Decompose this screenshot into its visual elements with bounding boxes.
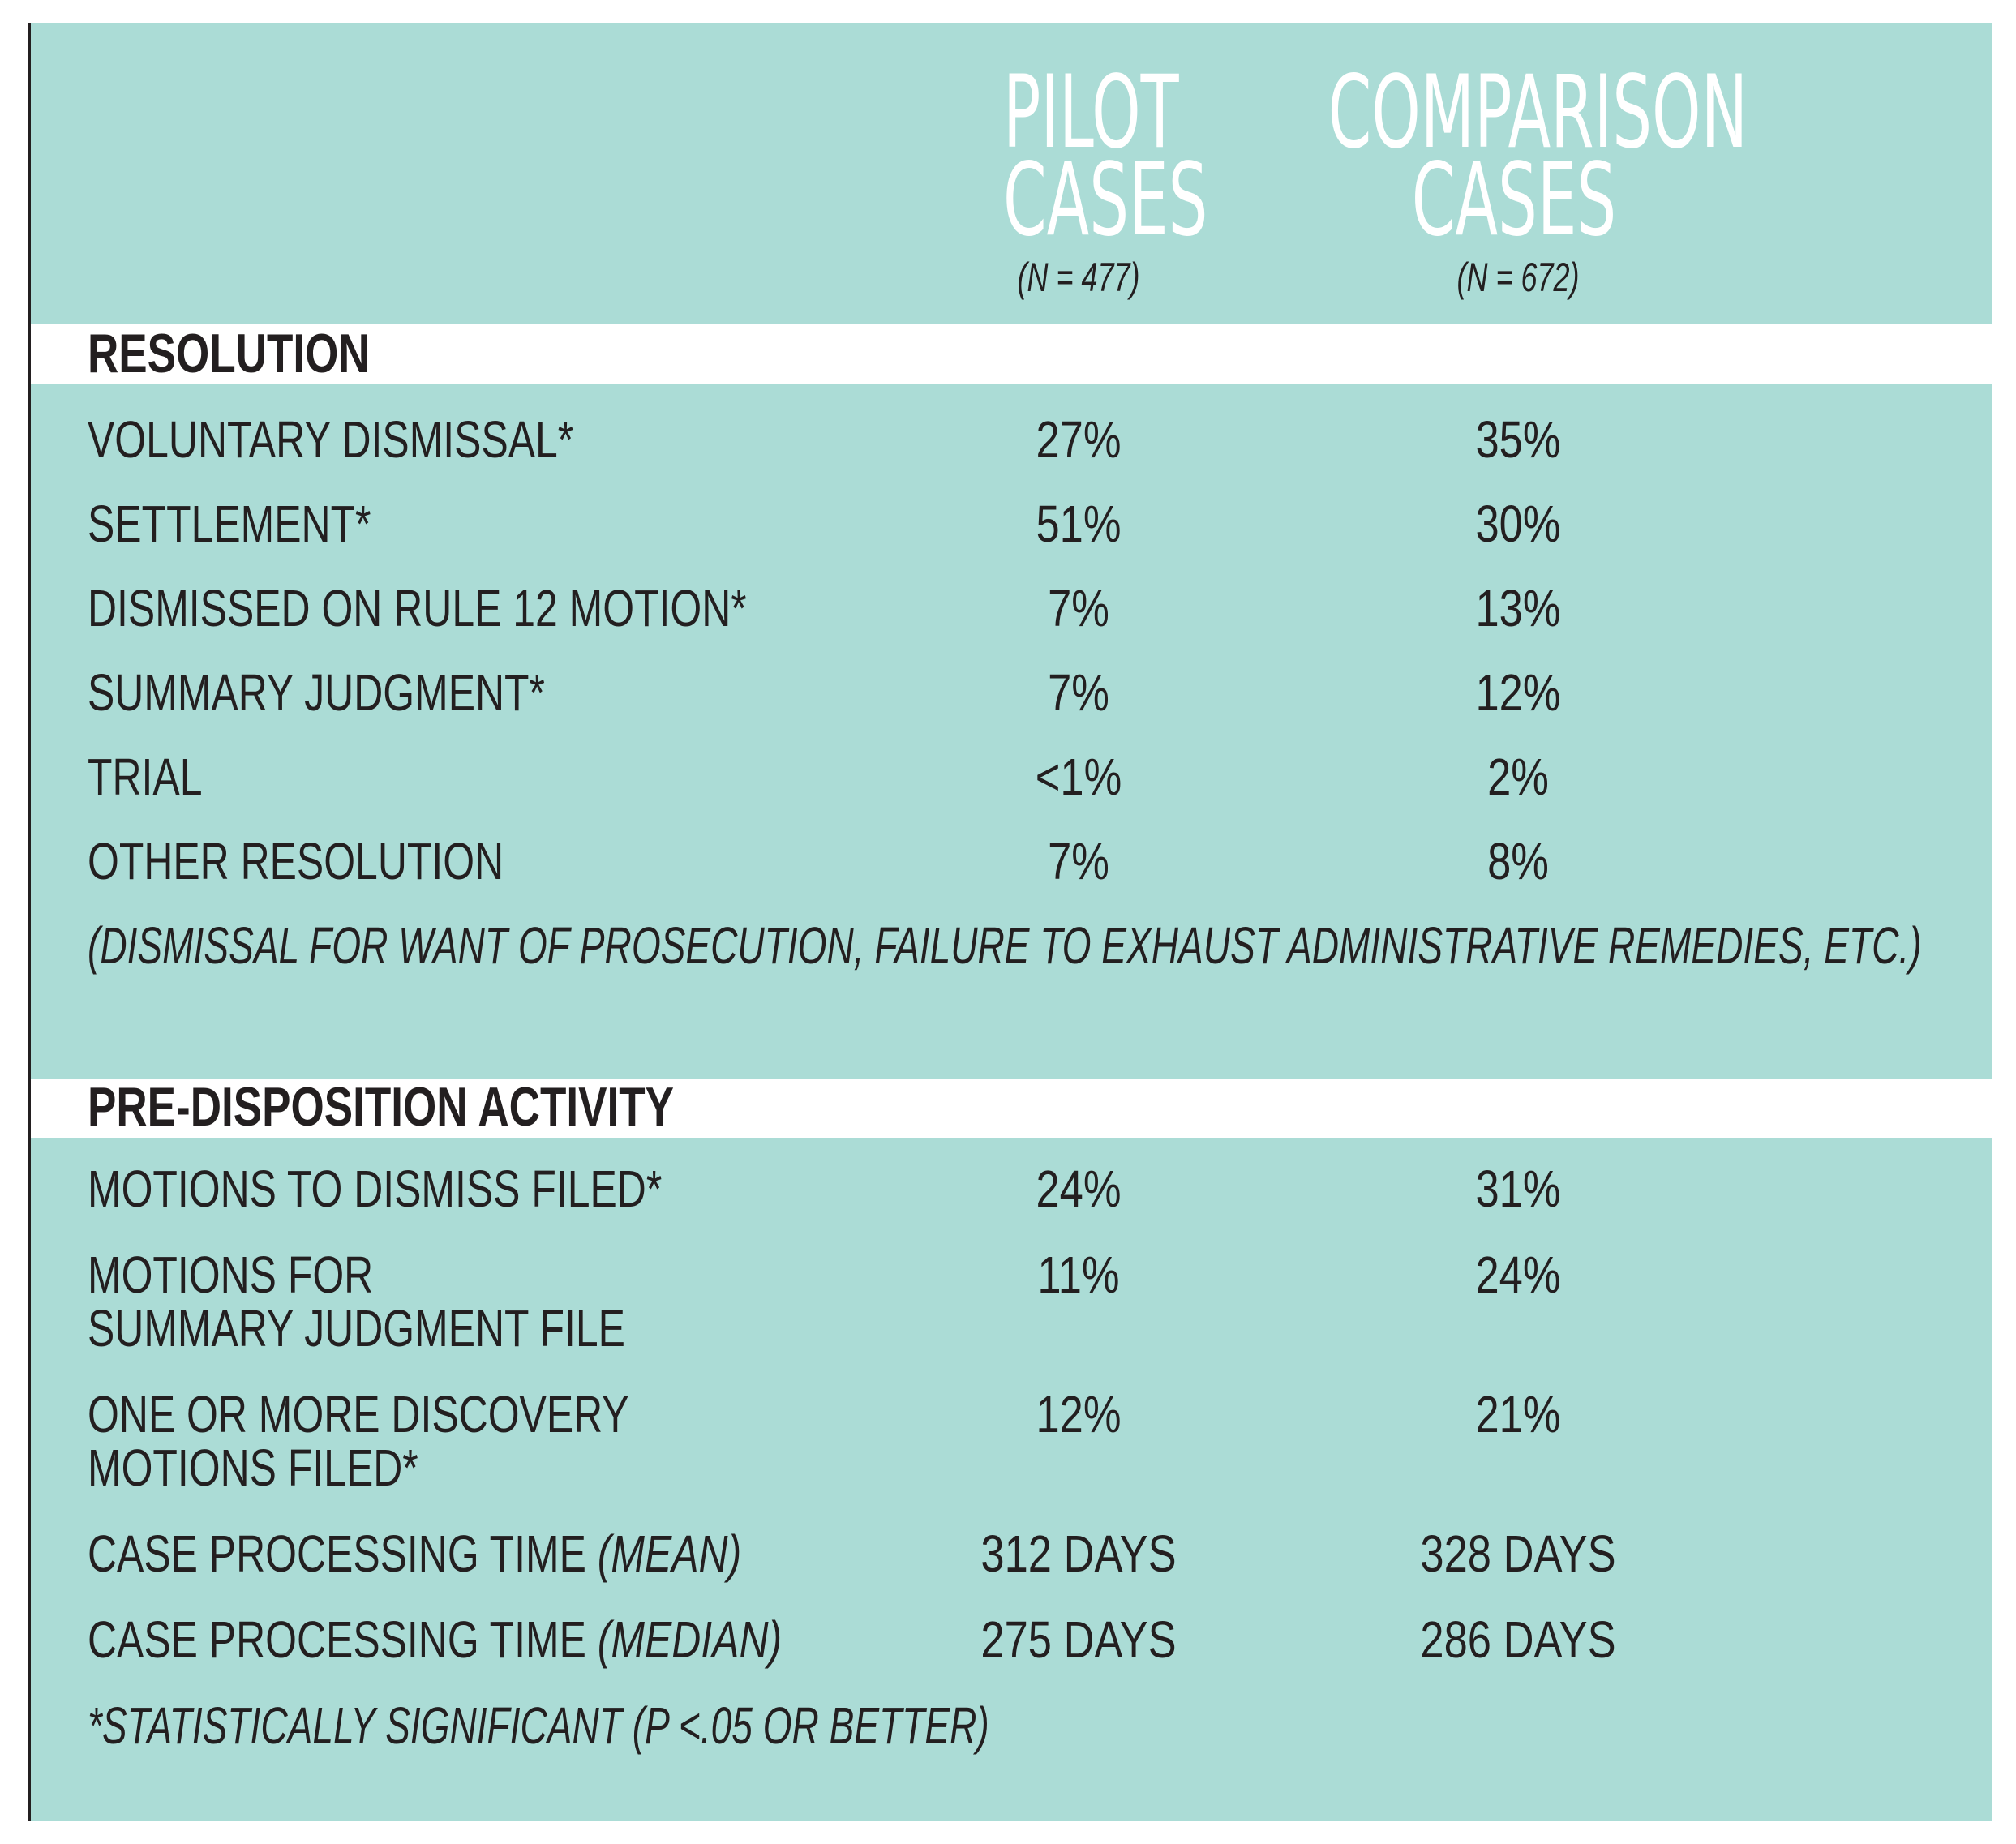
row-label-line2: MOTIONS FILED* — [88, 1439, 418, 1497]
row-qualifier: (MEDIAN) — [597, 1610, 783, 1669]
pilot-value: 7% — [1048, 579, 1109, 637]
row-label: SUMMARY JUDGMENT* — [88, 663, 545, 722]
row-label-line2: SUMMARY JUDGMENT FILE — [88, 1299, 625, 1357]
section-title-resolution: RESOLUTION — [88, 323, 370, 384]
comparison-value: 35% — [1475, 410, 1561, 469]
comparison-n: (N = 672) — [1456, 255, 1580, 300]
row-label: TRIAL — [88, 748, 203, 806]
pilot-value: 51% — [1036, 495, 1122, 553]
row-label: SETTLEMENT* — [88, 495, 371, 553]
comparison-value: 13% — [1475, 579, 1561, 637]
comparison-value: 12% — [1475, 663, 1561, 722]
row-label: MOTIONS TO DISMISS FILED* — [88, 1160, 663, 1218]
comparison-value: 286 DAYS — [1420, 1610, 1616, 1669]
row-label-text: CASE PROCESSING TIME — [88, 1525, 586, 1583]
row-label: CASE PROCESSING TIME (MEAN) — [88, 1526, 741, 1581]
pilot-header-line2: CASES — [1003, 142, 1208, 259]
row-label-line1: MOTIONS FOR — [88, 1246, 374, 1304]
comparison-value: 21% — [1475, 1385, 1561, 1443]
resolution-note: (DISMISSAL FOR WANT OF PROSECUTION, FAIL… — [88, 916, 1922, 975]
pilot-value: 11% — [1037, 1246, 1120, 1304]
pilot-value: 312 DAYS — [980, 1525, 1177, 1583]
comparison-header-line2: CASES — [1411, 142, 1617, 259]
comparison-value: 8% — [1487, 832, 1549, 890]
row-label-line1: ONE OR MORE DISCOVERY — [88, 1385, 629, 1443]
pilot-value: 27% — [1036, 410, 1122, 469]
footnote: *STATISTICALLY SIGNIFICANT (P <.05 OR BE… — [88, 1696, 989, 1755]
pilot-value: 12% — [1036, 1385, 1122, 1443]
comparison-value: 2% — [1487, 748, 1549, 806]
resolution-panel — [31, 384, 1992, 1079]
header-panel — [31, 23, 1992, 324]
pre-disposition-panel — [31, 1138, 1992, 1821]
row-label: VOLUNTARY DISMISSAL* — [88, 410, 574, 469]
pre-disposition-band — [31, 1079, 1992, 1138]
pilot-header-line1: PILOT — [1003, 54, 1179, 171]
comparison-value: 30% — [1475, 495, 1561, 553]
comparison-value: 31% — [1475, 1160, 1561, 1218]
pilot-value: 7% — [1048, 832, 1109, 890]
pilot-value: 24% — [1036, 1160, 1122, 1218]
comparison-value: 328 DAYS — [1420, 1525, 1616, 1583]
row-label-text: CASE PROCESSING TIME — [88, 1610, 586, 1669]
row-label: DISMISSED ON RULE 12 MOTION* — [88, 579, 747, 637]
left-rule — [28, 23, 31, 1821]
section-title-pre-disposition: PRE-DISPOSITION ACTIVITY — [88, 1076, 674, 1138]
pilot-n: (N = 477) — [1017, 255, 1140, 300]
row-label: CASE PROCESSING TIME (MEDIAN) — [88, 1612, 782, 1667]
comparison-header-line1: COMPARISON — [1328, 54, 1748, 171]
pilot-value: 275 DAYS — [980, 1610, 1177, 1669]
comparison-value: 24% — [1475, 1246, 1561, 1304]
resolution-band — [31, 324, 1992, 384]
pilot-value: 7% — [1048, 663, 1109, 722]
row-label: OTHER RESOLUTION — [88, 832, 504, 890]
pilot-value: <1% — [1035, 748, 1122, 806]
row-qualifier: (MEAN) — [597, 1525, 742, 1583]
